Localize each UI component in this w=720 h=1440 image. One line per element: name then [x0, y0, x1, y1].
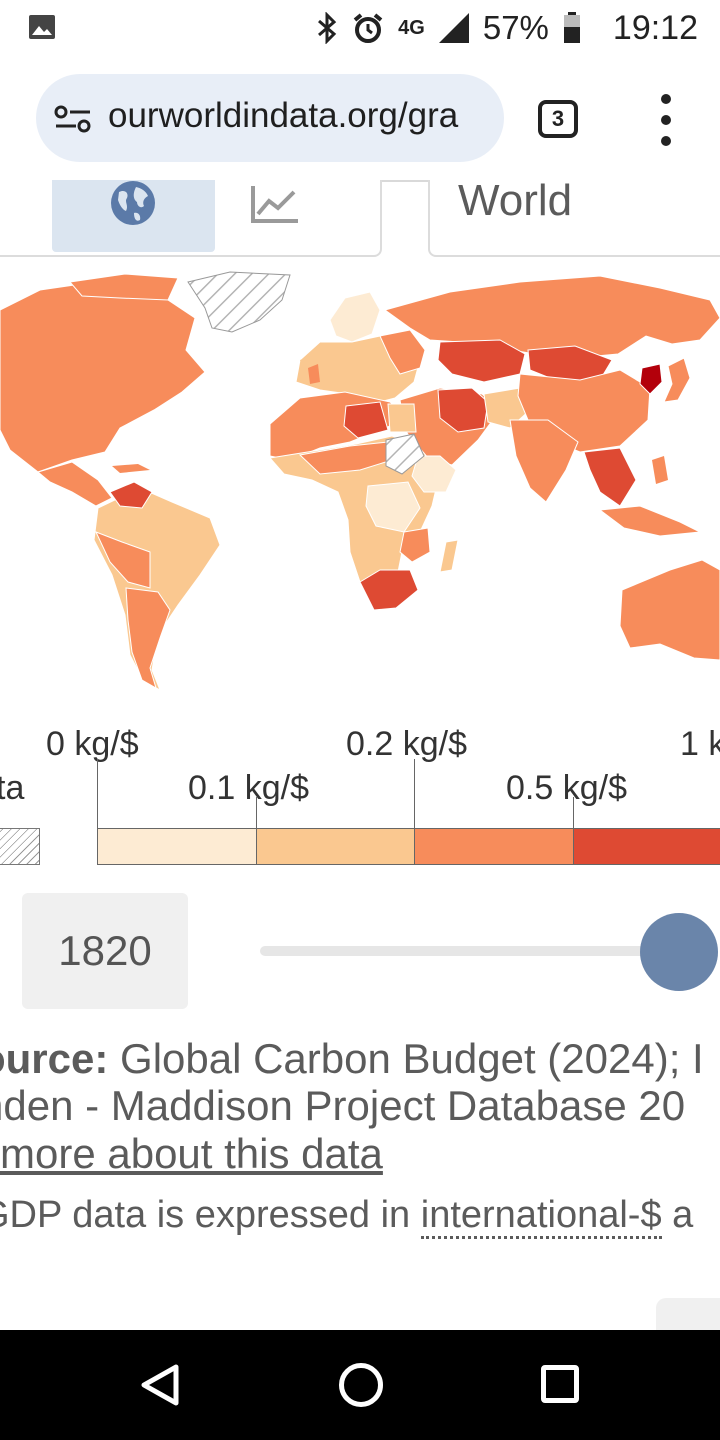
- kazakhstan: [437, 339, 526, 383]
- note-prefix: GDP data is expressed in: [0, 1194, 421, 1236]
- globe-icon: [111, 181, 155, 225]
- battery-icon: [563, 12, 580, 43]
- scandinavia: [329, 291, 381, 343]
- photo-icon: [29, 15, 55, 39]
- legend-tick: [573, 797, 574, 829]
- international-dollar-link[interactable]: international-$: [420, 1194, 662, 1239]
- legend-label-1: 1 k: [680, 725, 720, 763]
- bluetooth-icon: [318, 12, 337, 44]
- legend-tick: [256, 797, 257, 829]
- back-icon[interactable]: [140, 1364, 180, 1406]
- timeline-track[interactable]: [260, 946, 680, 956]
- libya: [343, 401, 389, 439]
- view-tab-group: [0, 180, 382, 257]
- network-type: 4G: [398, 16, 425, 39]
- legend-tick: [97, 759, 98, 829]
- battery-percent: 57%: [482, 9, 549, 46]
- tab-map[interactable]: [52, 180, 215, 252]
- line-chart-icon: [251, 186, 298, 223]
- timeline-handle[interactable]: [640, 913, 718, 991]
- tab-chart[interactable]: [232, 180, 352, 252]
- uk: [308, 364, 320, 384]
- argentina-chile: [125, 587, 171, 690]
- south-sudan-nodata: [385, 433, 425, 475]
- africa-central: [269, 435, 441, 593]
- southeast-asia: [583, 447, 637, 507]
- peru-bolivia: [95, 531, 151, 589]
- north-america: [0, 281, 206, 473]
- north-korea: [639, 363, 663, 395]
- clock: 19:12: [612, 8, 698, 47]
- europe-east: [379, 329, 426, 375]
- note-suffix: a: [661, 1194, 694, 1236]
- egypt: [387, 403, 417, 433]
- ethiopia-horn: [411, 455, 457, 493]
- gdp-note: GDP data is expressed in international-$…: [0, 1194, 720, 1239]
- legend-label-0-5: 0.5 kg/$: [506, 769, 627, 807]
- india: [509, 419, 579, 503]
- canadian-islands: [69, 273, 179, 301]
- legend-bin-3: [414, 828, 574, 865]
- legend-no-data-label: ta: [0, 769, 25, 807]
- home-icon[interactable]: [339, 1363, 383, 1407]
- venezuela: [109, 481, 153, 509]
- year-value: 1820: [58, 927, 152, 974]
- source-line-2: nden - Maddison Project Database 20: [0, 1082, 686, 1129]
- legend-tick: [414, 759, 415, 829]
- caribbean: [112, 464, 150, 473]
- indonesia: [598, 505, 702, 537]
- south-america: [93, 487, 221, 692]
- source-label: ource:: [0, 1035, 109, 1082]
- status-bar: 4G 57% 19:12: [0, 0, 720, 56]
- legend-bin-2: [256, 828, 415, 865]
- iceland: [300, 356, 314, 366]
- browser-toolbar: ourworldindata.org/gra 3: [0, 56, 720, 180]
- site-settings-icon[interactable]: [54, 104, 92, 134]
- iran: [437, 387, 489, 433]
- year-display[interactable]: 1820: [22, 893, 188, 1009]
- learn-more-link[interactable]: more about this data: [0, 1130, 383, 1177]
- overflow-menu-icon[interactable]: [652, 94, 680, 146]
- alarm-icon: [353, 13, 383, 43]
- japan: [663, 357, 691, 403]
- signal-icon: [438, 13, 469, 43]
- page-content: World: [0, 180, 720, 1330]
- recent-apps-icon[interactable]: [541, 1365, 579, 1403]
- south-africa: [359, 569, 419, 611]
- madagascar: [439, 539, 459, 573]
- legend-label-0: 0 kg/$: [46, 725, 139, 763]
- tab-count: 3: [551, 106, 565, 131]
- entity-selector[interactable]: World: [428, 180, 720, 257]
- source-line-1: Global Carbon Budget (2024); I: [108, 1035, 704, 1082]
- system-nav-bar: [0, 1330, 720, 1440]
- entity-name: World: [458, 180, 573, 225]
- australia: [619, 559, 720, 661]
- greenland: [187, 271, 291, 333]
- legend-bin-1: [97, 828, 257, 865]
- tab-switcher-button[interactable]: 3: [538, 100, 578, 138]
- source-citation: ource: Global Carbon Budget (2024); I nd…: [0, 1035, 720, 1129]
- legend-no-data-swatch: [0, 828, 40, 865]
- url-text[interactable]: ourworldindata.org/gra: [108, 96, 459, 135]
- timeline: 1820: [0, 893, 720, 1013]
- legend-label-0-2: 0.2 kg/$: [346, 725, 467, 763]
- partial-button[interactable]: [656, 1298, 720, 1330]
- world-map[interactable]: [0, 270, 720, 710]
- address-bar[interactable]: ourworldindata.org/gra: [36, 74, 504, 162]
- legend-bin-4: [573, 828, 720, 865]
- russia: [383, 275, 720, 359]
- philippines: [652, 456, 668, 484]
- color-legend: 0 kg/$ 0.2 kg/$ 1 k ta 0.1 kg/$ 0.5 kg/$: [0, 725, 720, 875]
- mozambique: [399, 527, 431, 563]
- central-america: [36, 461, 113, 507]
- legend-label-0-1: 0.1 kg/$: [188, 769, 309, 807]
